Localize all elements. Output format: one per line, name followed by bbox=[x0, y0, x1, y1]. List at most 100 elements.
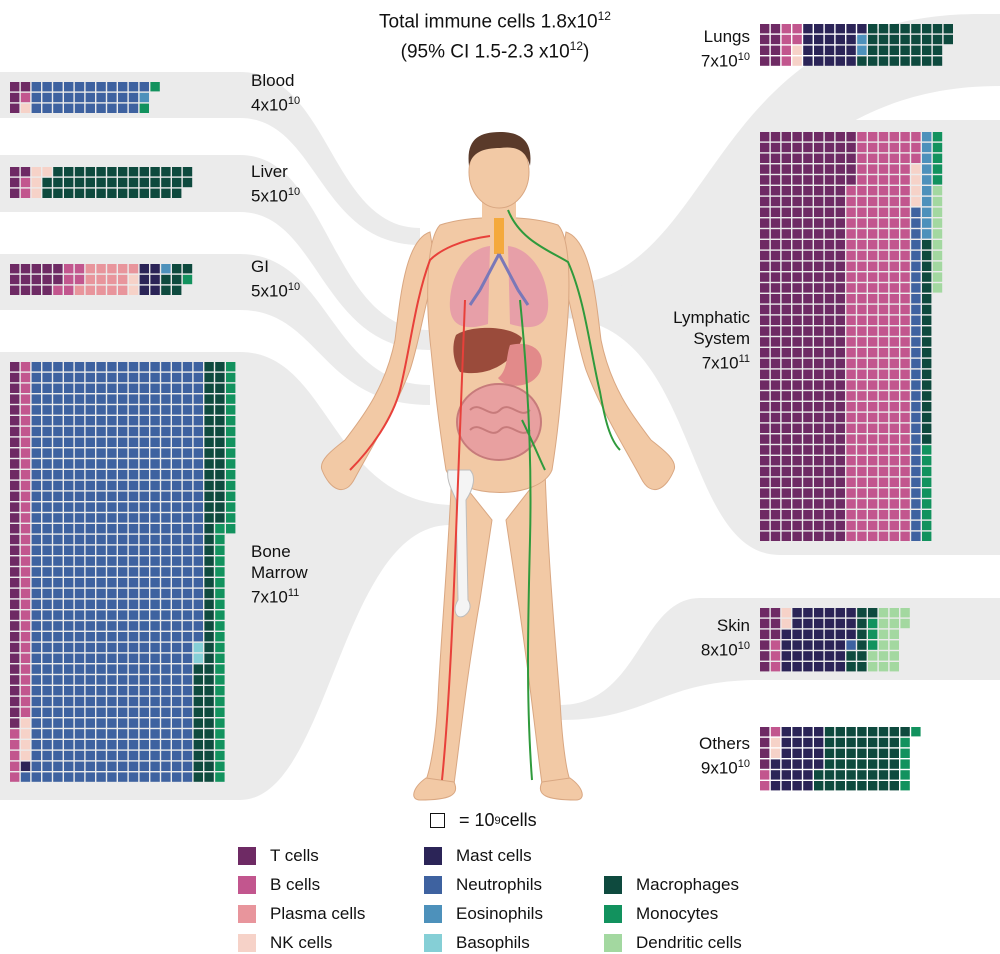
waffle-cell bbox=[814, 531, 824, 541]
waffle-cell bbox=[128, 513, 139, 523]
waffle-cell bbox=[889, 369, 899, 379]
waffle-cell bbox=[226, 372, 236, 383]
waffle-cell bbox=[814, 164, 824, 174]
waffle-cell bbox=[878, 510, 889, 520]
waffle-cell bbox=[53, 599, 63, 609]
waffle-cell bbox=[900, 520, 910, 531]
waffle-cell bbox=[150, 761, 160, 771]
waffle-cell bbox=[53, 437, 63, 447]
waffle-cell bbox=[85, 426, 95, 437]
waffle-cell bbox=[128, 610, 139, 620]
waffle-cell bbox=[172, 556, 182, 566]
waffle-cell bbox=[814, 759, 824, 769]
waffle-cell bbox=[889, 445, 899, 455]
waffle-cell bbox=[10, 459, 20, 469]
waffle-cell bbox=[814, 651, 824, 661]
waffle-cell bbox=[846, 466, 856, 477]
waffle-cell bbox=[139, 718, 149, 728]
waffle-cell bbox=[781, 402, 791, 412]
waffle-cell bbox=[878, 283, 889, 293]
waffle-cell bbox=[889, 781, 899, 791]
waffle-cell bbox=[172, 642, 182, 653]
waffle-cell bbox=[824, 510, 835, 520]
waffle-cell bbox=[760, 34, 770, 45]
waffle-cell bbox=[911, 283, 921, 293]
waffle-cell bbox=[878, 651, 889, 661]
waffle-cell bbox=[193, 416, 203, 426]
waffle-cell bbox=[911, 380, 921, 390]
waffle-cell bbox=[118, 534, 128, 545]
waffle-cell bbox=[770, 337, 781, 347]
waffle-cell bbox=[824, 250, 835, 261]
waffle-cell bbox=[878, 186, 889, 196]
waffle-cell bbox=[172, 740, 182, 750]
waffle-cell bbox=[193, 383, 203, 393]
waffle-cell bbox=[846, 261, 856, 271]
waffle-cell bbox=[900, 261, 910, 271]
waffle-cell bbox=[96, 610, 106, 620]
waffle-cell bbox=[911, 510, 921, 520]
waffle-cell bbox=[857, 727, 867, 737]
waffle-cell bbox=[20, 437, 31, 447]
waffle-cell bbox=[857, 261, 867, 271]
waffle-cell bbox=[96, 707, 106, 717]
waffle-cell bbox=[835, 142, 845, 153]
waffle-cell bbox=[150, 534, 160, 545]
waffle-cell bbox=[792, 662, 802, 672]
waffle-cell bbox=[760, 45, 770, 55]
waffle-cell bbox=[803, 477, 813, 487]
waffle-cell bbox=[835, 466, 845, 477]
waffle-cell bbox=[10, 362, 20, 372]
waffle-cell bbox=[760, 283, 770, 293]
waffle-cell bbox=[824, 781, 835, 791]
waffle-cell bbox=[824, 651, 835, 661]
legend-label: Neutrophils bbox=[456, 875, 542, 894]
waffle-cell bbox=[182, 718, 193, 728]
waffle-cell bbox=[10, 82, 20, 92]
waffle-cell bbox=[835, 608, 845, 618]
waffle-cell bbox=[215, 405, 225, 415]
waffle-cell bbox=[226, 448, 236, 458]
waffle-cell bbox=[889, 175, 899, 185]
waffle-cell bbox=[215, 740, 225, 750]
waffle-cell bbox=[803, 520, 813, 531]
waffle-cell bbox=[932, 229, 943, 239]
waffle-cell bbox=[215, 761, 225, 771]
waffle-cell bbox=[193, 534, 203, 545]
right-lung bbox=[508, 246, 549, 328]
waffle-cell bbox=[814, 283, 824, 293]
waffle-cell bbox=[760, 759, 770, 769]
waffle-cell bbox=[139, 480, 149, 491]
waffle-cell bbox=[74, 264, 85, 274]
waffle-cell bbox=[20, 567, 31, 577]
waffle-cell bbox=[107, 480, 117, 491]
waffle-cell bbox=[760, 272, 770, 282]
waffle-cell bbox=[96, 480, 106, 491]
waffle-cell bbox=[161, 729, 171, 739]
waffle-cell bbox=[182, 383, 193, 393]
waffle-cell bbox=[85, 513, 95, 523]
waffle-cell bbox=[814, 369, 824, 379]
waffle-cell bbox=[803, 434, 813, 444]
waffle-cell bbox=[150, 82, 160, 92]
waffle-cell bbox=[803, 727, 813, 737]
waffle-cell bbox=[20, 588, 31, 599]
waffle-cell bbox=[770, 629, 781, 639]
waffle-cell bbox=[803, 510, 813, 520]
waffle-cell bbox=[85, 372, 95, 383]
waffle-cell bbox=[814, 34, 824, 45]
waffle-cell bbox=[900, 326, 910, 336]
waffle-cell bbox=[107, 545, 117, 555]
waffle-cell bbox=[226, 405, 236, 415]
waffle-cell bbox=[31, 480, 41, 491]
waffle-cell bbox=[932, 164, 943, 174]
waffle-cell bbox=[139, 653, 149, 663]
waffle-cell bbox=[31, 632, 41, 642]
waffle-cell bbox=[846, 132, 856, 142]
scale-prefix: = 10 bbox=[459, 810, 495, 830]
waffle-cell bbox=[922, 24, 932, 34]
waffle-cell bbox=[53, 740, 63, 750]
waffle-cell bbox=[53, 588, 63, 599]
waffle-cell bbox=[10, 448, 20, 458]
waffle-cell bbox=[878, 229, 889, 239]
